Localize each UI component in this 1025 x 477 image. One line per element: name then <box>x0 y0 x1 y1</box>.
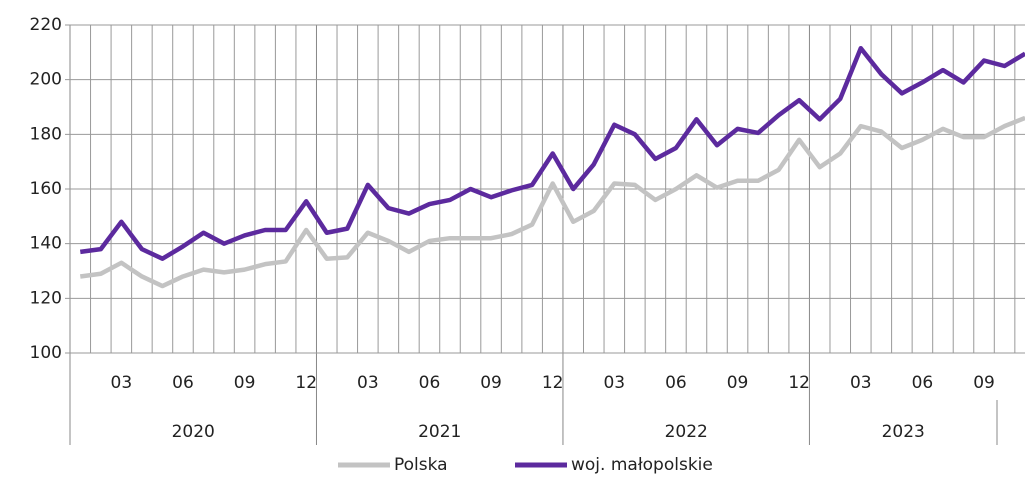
x-tick-label: 03 <box>850 373 872 393</box>
x-tick-label: 09 <box>973 373 995 393</box>
y-tick-label: 220 <box>30 15 62 35</box>
x-tick-label: 09 <box>234 373 256 393</box>
x-tick-label: 12 <box>295 373 317 393</box>
year-label: 2022 <box>665 422 708 442</box>
legend-label: woj. małopolskie <box>571 455 713 475</box>
x-tick-label: 09 <box>480 373 502 393</box>
x-tick-label: 06 <box>665 373 687 393</box>
y-tick-label: 140 <box>30 234 62 254</box>
y-tick-label: 120 <box>30 288 62 308</box>
y-tick-label: 100 <box>30 343 62 363</box>
x-tick-label: 12 <box>788 373 810 393</box>
x-tick-label: 06 <box>172 373 194 393</box>
legend-label: Polska <box>394 455 448 475</box>
y-tick-label: 180 <box>30 124 62 144</box>
x-tick-label: 12 <box>542 373 564 393</box>
x-tick-label: 06 <box>419 373 441 393</box>
x-tick-label: 03 <box>357 373 379 393</box>
year-label: 2020 <box>172 422 215 442</box>
series-line <box>79 45 1025 261</box>
x-tick-label: 03 <box>603 373 625 393</box>
x-tick-label: 06 <box>912 373 934 393</box>
y-tick-label: 200 <box>30 70 62 90</box>
x-tick-label: 03 <box>111 373 133 393</box>
x-tick-label: 09 <box>727 373 749 393</box>
y-tick-label: 160 <box>30 179 62 199</box>
year-label: 2021 <box>418 422 461 442</box>
series-line <box>79 115 1025 289</box>
year-label: 2023 <box>882 422 925 442</box>
